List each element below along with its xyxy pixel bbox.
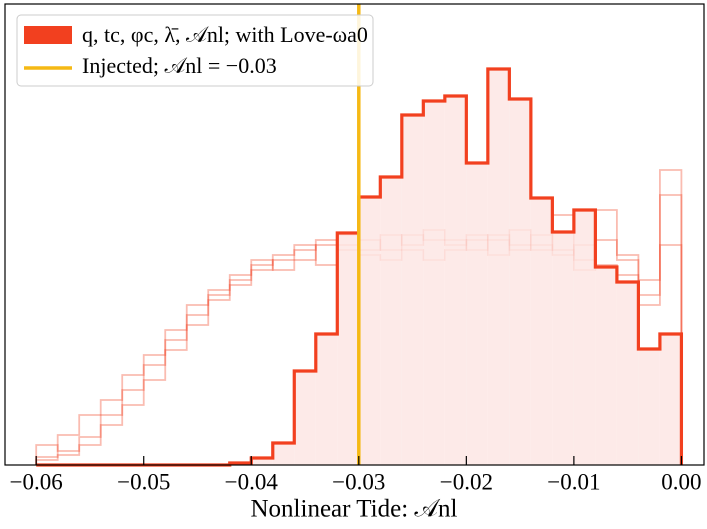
legend: q, tc, φc, λ̄, 𝒜nl; with Love-ωa0 Injecte… [16,14,374,87]
histogram-bar [294,371,316,465]
legend-label: q, tc, φc, λ̄, 𝒜nl; with Love-ωa0 [82,22,368,47]
histogram-bar [487,69,510,465]
histogram-bar [380,177,402,465]
histogram-bar [616,282,639,465]
histogram-bar [659,334,682,465]
x-tick-label: −0.06 [10,469,63,494]
x-tick-label: −0.05 [117,469,170,494]
histogram-bar [401,115,424,465]
legend-box [16,14,374,87]
histogram-bar [272,443,295,465]
histogram-bar [466,163,488,465]
histogram-bar [552,232,574,465]
histogram-bar [251,458,273,465]
histogram-bar [595,267,617,465]
x-tick-label: 0.00 [661,469,701,494]
histogram-bar [337,233,359,465]
histogram-bar [530,198,553,465]
histogram-bar [444,96,467,465]
x-tick-label: −0.04 [225,469,279,494]
legend-swatch [24,26,72,44]
histogram-bar [358,197,381,465]
x-axis-label: Nonlinear Tide: 𝒜nl [251,496,458,523]
x-tick-label: −0.01 [547,469,600,494]
histogram-bar [638,349,660,465]
histogram-bar [423,101,445,465]
plot-frame [4,3,705,466]
histogram-bar [573,210,596,465]
x-tick-label: −0.03 [332,469,385,494]
histogram-bar [509,99,531,465]
legend-label: Injected; 𝒜nl = −0.03 [82,53,277,78]
x-tick-label: −0.02 [440,469,493,494]
histogram-bar [315,334,338,465]
